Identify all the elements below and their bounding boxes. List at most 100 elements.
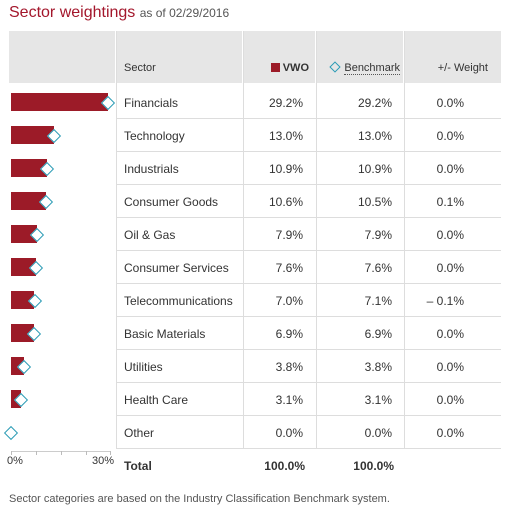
row-divider xyxy=(117,415,501,416)
header-benchmark-link[interactable]: Benchmark xyxy=(329,61,400,75)
axis-tick xyxy=(61,451,62,455)
row-divider xyxy=(117,250,501,251)
fund-bar xyxy=(11,93,109,111)
sector-name: Financials xyxy=(124,96,179,110)
weight-difference: 0.0% xyxy=(436,393,464,407)
square-swatch-icon xyxy=(270,63,280,72)
table-row: Oil & Gas 7.9% 7.9% 0.0% xyxy=(9,218,501,251)
column-divider xyxy=(404,31,405,449)
axis-tick xyxy=(11,451,12,455)
fund-weight: 7.9% xyxy=(275,228,303,242)
axis-tick xyxy=(110,451,111,455)
table-row: Industrials 10.9% 10.9% 0.0% xyxy=(9,152,501,185)
header-benchmark-column: Benchmark xyxy=(317,31,403,83)
fund-bar xyxy=(11,258,37,276)
footnote: Sector categories are based on the Indus… xyxy=(9,493,390,505)
benchmark-weight: 10.9% xyxy=(357,162,392,176)
header-sector-column: Sector xyxy=(117,31,242,83)
header-fund-column: VWO xyxy=(244,31,315,83)
column-divider xyxy=(116,31,117,449)
sector-name: Consumer Services xyxy=(124,261,229,275)
fund-weight: 7.0% xyxy=(275,294,303,308)
sector-name: Other xyxy=(124,426,155,440)
table-row: Health Care 3.1% 3.1% 0.0% xyxy=(9,383,501,416)
weight-difference: 0.0% xyxy=(436,162,464,176)
tick-label-min: 0% xyxy=(7,455,23,467)
table-row: Other 0.0% 0.0% 0.0% xyxy=(3,416,501,449)
weight-difference: 0.0% xyxy=(436,360,464,374)
fund-bar xyxy=(11,324,34,342)
row-divider xyxy=(117,382,501,383)
fund-bar xyxy=(11,126,55,144)
title-as-of-date: as of 02/29/2016 xyxy=(139,6,230,20)
row-divider xyxy=(117,217,501,218)
header-sector-label: Sector xyxy=(124,62,156,74)
title-main: Sector weightings xyxy=(9,4,136,21)
table-row: Consumer Services 7.6% 7.6% 0.0% xyxy=(9,251,501,284)
benchmark-weight: 6.9% xyxy=(364,327,392,341)
benchmark-weight: 7.1% xyxy=(364,294,392,308)
sector-name: Technology xyxy=(124,129,185,143)
row-divider xyxy=(117,184,501,185)
fund-weight: 6.9% xyxy=(275,327,303,341)
weight-difference: 0.0% xyxy=(436,228,464,242)
weight-difference: 0.0% xyxy=(436,261,464,275)
fund-bar xyxy=(11,291,35,309)
fund-weight: 7.6% xyxy=(275,261,303,275)
row-divider xyxy=(117,151,501,152)
fund-weight: 10.6% xyxy=(268,195,303,209)
header-chart-column xyxy=(9,31,115,83)
weight-difference: 0.0% xyxy=(436,96,464,110)
benchmark-weight: 29.2% xyxy=(357,96,392,110)
fund-weight: 3.8% xyxy=(275,360,303,374)
fund-weight: 13.0% xyxy=(268,129,303,143)
weight-difference: 0.0% xyxy=(436,129,464,143)
row-divider xyxy=(117,448,501,449)
table-row: Utilities 3.8% 3.8% 0.0% xyxy=(9,350,501,383)
header-diff-label: +/- Weight xyxy=(437,62,488,74)
weight-difference: 0.0% xyxy=(436,426,464,440)
fund-weight: 0.0% xyxy=(275,426,303,440)
x-axis: 0% 30% xyxy=(7,449,115,479)
fund-bar xyxy=(11,192,47,210)
fund-weight: 3.1% xyxy=(275,393,303,407)
fund-weight: 10.9% xyxy=(268,162,303,176)
weight-difference: – 0.1% xyxy=(426,294,464,308)
header-fund-label: VWO xyxy=(270,62,309,74)
section-title: Sector weightings as of 02/29/2016 xyxy=(9,4,229,22)
sector-name: Utilities xyxy=(124,360,163,374)
benchmark-weight: 7.9% xyxy=(364,228,392,242)
benchmark-weight: 13.0% xyxy=(357,129,392,143)
benchmark-weight: 7.6% xyxy=(364,261,392,275)
tick-label-max: 30% xyxy=(92,455,115,467)
row-divider xyxy=(117,349,501,350)
header-diff-column: +/- Weight xyxy=(405,31,501,83)
fund-weight: 29.2% xyxy=(268,96,303,110)
total-fund-value: 100.0% xyxy=(264,459,305,473)
table-row: Telecommunications 7.0% 7.1% – 0.1% xyxy=(9,284,501,317)
column-divider xyxy=(243,31,244,449)
sector-name: Basic Materials xyxy=(124,327,206,341)
benchmark-weight: 0.0% xyxy=(364,426,392,440)
column-divider xyxy=(316,31,317,449)
axis-tick xyxy=(86,451,87,455)
sector-name: Health Care xyxy=(124,393,189,407)
sector-table: Sector VWO Benchmark +/- Weight Financia… xyxy=(3,31,501,449)
total-benchmark-value: 100.0% xyxy=(353,459,394,473)
row-divider xyxy=(117,316,501,317)
table-row: Basic Materials 6.9% 6.9% 0.0% xyxy=(9,317,501,350)
benchmark-weight: 3.1% xyxy=(364,393,392,407)
fund-bar xyxy=(11,159,48,177)
weight-difference: 0.0% xyxy=(436,327,464,341)
fund-bar xyxy=(11,225,38,243)
table-row: Financials 29.2% 29.2% 0.0% xyxy=(9,86,501,119)
row-divider xyxy=(117,283,501,284)
total-label: Total xyxy=(124,459,152,473)
diamond-outline-icon xyxy=(329,61,342,73)
sector-name: Industrials xyxy=(124,162,179,176)
axis-tick xyxy=(36,451,37,455)
benchmark-weight: 3.8% xyxy=(364,360,392,374)
sector-name: Telecommunications xyxy=(124,294,233,308)
sector-name: Oil & Gas xyxy=(124,228,176,242)
benchmark-weight: 10.5% xyxy=(357,195,392,209)
